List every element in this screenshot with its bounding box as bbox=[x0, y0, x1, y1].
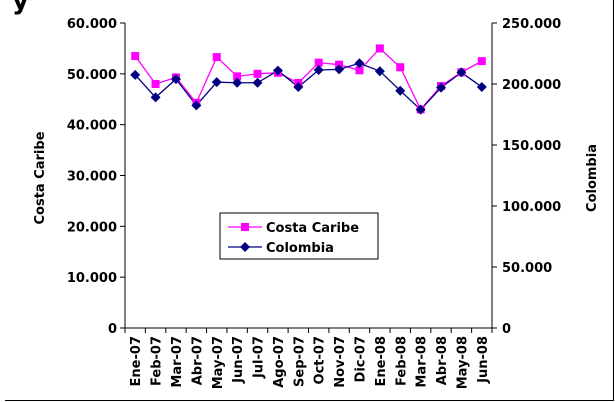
data-point-colombia bbox=[415, 104, 426, 115]
data-point-colombia bbox=[293, 82, 304, 93]
series-line-colombia bbox=[134, 62, 483, 111]
x-tick-label: Ene-08 bbox=[374, 336, 389, 386]
data-point-colombia bbox=[313, 64, 324, 75]
x-tick-label: Mar-07 bbox=[170, 336, 185, 388]
x-tick-label: Mar-08 bbox=[415, 336, 430, 388]
y-left-tick-label: 30.000 bbox=[67, 170, 117, 185]
data-point-costa-caribe bbox=[477, 57, 486, 66]
x-tick-label: May-07 bbox=[211, 336, 226, 389]
y-left-tick-label: 60.000 bbox=[67, 17, 117, 32]
data-point-colombia bbox=[252, 77, 263, 88]
y-right-tick-label: 250.000 bbox=[502, 17, 561, 32]
legend-marker-costa-caribe bbox=[241, 223, 249, 231]
data-point-costa-caribe bbox=[396, 63, 405, 72]
data-point-colombia bbox=[191, 100, 202, 111]
data-point-colombia bbox=[211, 77, 222, 88]
x-tick-label: Dic-07 bbox=[353, 336, 368, 382]
data-point-costa-caribe bbox=[375, 44, 384, 53]
x-tick-label: Feb-07 bbox=[150, 336, 165, 386]
legend-box bbox=[219, 212, 379, 260]
data-point-costa-caribe bbox=[314, 58, 323, 67]
x-tick-label: Jun-07 bbox=[231, 336, 246, 384]
data-point-costa-caribe bbox=[151, 80, 160, 88]
data-point-costa-caribe bbox=[355, 66, 364, 75]
data-point-colombia bbox=[334, 64, 345, 75]
data-point-colombia bbox=[456, 67, 467, 78]
data-point-colombia bbox=[150, 92, 161, 103]
axes-group: 0 10.000 20.000 30.000 40.000 50.000 60.000 0 50… bbox=[67, 17, 561, 389]
y-right-tick-label: 150.000 bbox=[502, 139, 561, 154]
x-tick-label: Ago-07 bbox=[272, 336, 287, 388]
series-markers-group bbox=[130, 44, 487, 115]
y-left-tick-label: 50.000 bbox=[67, 68, 117, 83]
legend-marker-colombia bbox=[240, 242, 250, 252]
x-tick-label: Sep-07 bbox=[292, 336, 307, 387]
data-point-colombia bbox=[272, 65, 283, 76]
data-point-costa-caribe bbox=[233, 72, 242, 81]
data-point-costa-caribe bbox=[131, 52, 140, 61]
legend: Costa Caribe Colombia bbox=[219, 212, 379, 260]
y-right-tick-label: 200.000 bbox=[502, 78, 561, 93]
chart-title-fragment: y bbox=[12, 0, 29, 16]
x-tick-label: Jun-08 bbox=[476, 336, 491, 384]
y-left-tick-label: 20.000 bbox=[67, 220, 117, 235]
y-right-tick-label: 0 bbox=[502, 322, 511, 337]
legend-label-colombia: Colombia bbox=[266, 241, 334, 256]
x-tick-label: Abr-08 bbox=[435, 336, 450, 385]
data-point-costa-caribe bbox=[253, 69, 262, 78]
y-axis-left-label: Costa Caribe bbox=[33, 131, 48, 224]
x-tick-label: Oct-07 bbox=[313, 336, 328, 384]
data-point-colombia bbox=[374, 66, 385, 77]
data-point-colombia bbox=[130, 69, 141, 80]
x-tick-label: Nov-07 bbox=[333, 336, 348, 388]
x-tick-label: Abr-07 bbox=[190, 336, 205, 385]
data-point-colombia bbox=[354, 58, 365, 69]
y-right-tick-label: 100.000 bbox=[502, 200, 561, 215]
data-point-colombia bbox=[232, 77, 243, 88]
y-left-tick-label: 40.000 bbox=[67, 119, 117, 134]
data-point-colombia bbox=[170, 74, 181, 85]
x-tick-label: Ene-07 bbox=[129, 336, 144, 386]
data-point-colombia bbox=[436, 82, 447, 93]
data-point-colombia bbox=[476, 82, 487, 93]
y-left-tick-label: 0 bbox=[108, 322, 117, 337]
y-left-tick-label: 10.000 bbox=[67, 271, 117, 286]
y-right-tick-label: 50.000 bbox=[502, 261, 552, 276]
x-tick-label: May-08 bbox=[455, 336, 470, 389]
x-tick-label: Jul-07 bbox=[252, 336, 267, 379]
data-point-colombia bbox=[395, 85, 406, 96]
data-point-costa-caribe bbox=[212, 53, 221, 62]
chart-frame bbox=[5, 0, 614, 401]
series-lines-group bbox=[134, 47, 483, 111]
legend-label-costa-caribe: Costa Caribe bbox=[266, 221, 359, 236]
y-axis-right-label: Colombia bbox=[585, 144, 600, 212]
x-tick-label: Feb-08 bbox=[394, 336, 409, 386]
